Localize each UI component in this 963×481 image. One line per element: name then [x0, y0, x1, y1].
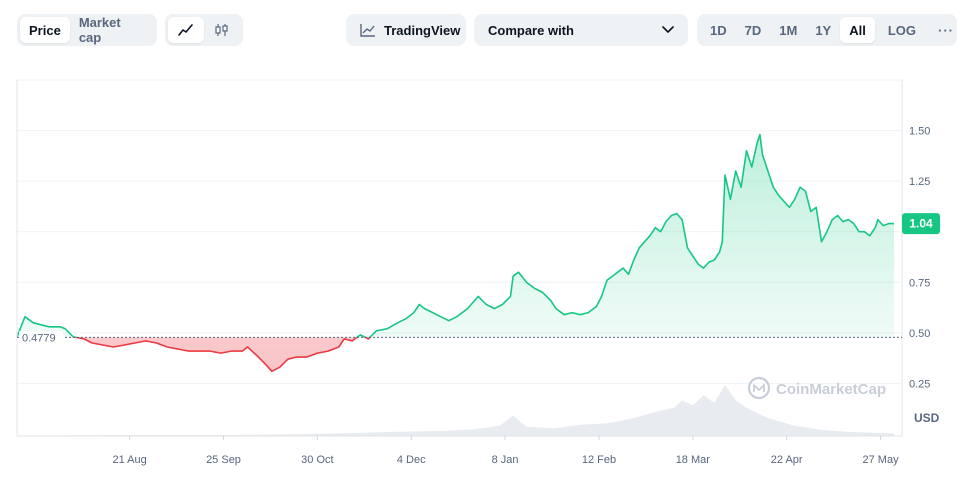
watermark-text: CoinMarketCap — [776, 381, 886, 398]
y-tick-label: 1.25 — [909, 176, 930, 188]
range-1m[interactable]: 1M — [779, 22, 798, 38]
y-tick-label: 0.75 — [909, 277, 930, 289]
volume-shape — [17, 385, 894, 436]
compare-with-label: Compare with — [488, 22, 574, 38]
x-tick-label: 8 Jan — [492, 454, 519, 466]
range-7d[interactable]: 7D — [744, 22, 762, 38]
x-tick-label: 18 Mar — [676, 454, 711, 466]
currency-label: USD — [914, 411, 940, 425]
current-price-badge: 1.04 — [902, 213, 940, 235]
price-area-down — [75, 337, 370, 372]
price-line — [16, 133, 894, 373]
baseline-label: 0.4779 — [22, 332, 56, 344]
price-area — [17, 134, 894, 372]
y-tick-label: 0.50 — [909, 328, 930, 340]
x-tick-label: 22 Apr — [771, 454, 803, 466]
x-tick-label: 30 Oct — [301, 454, 333, 466]
tradingview-button[interactable]: TradingView — [346, 14, 466, 46]
x-tick-label: 21 Aug — [113, 454, 147, 466]
baseline-label-bg — [19, 331, 63, 345]
range-selector: 1D 7D 1M 1Y All LOG ··· — [697, 14, 957, 46]
y-tick-label: 0.25 — [909, 378, 930, 390]
volume-area — [17, 385, 894, 436]
chevron-down-icon — [662, 26, 674, 33]
coinmarketcap-logo-icon — [747, 376, 771, 400]
line-chart-icon[interactable] — [168, 17, 204, 43]
tab-price[interactable]: Price — [20, 17, 70, 43]
x-tick-label: 27 May — [863, 454, 900, 466]
chart-type-toggle — [165, 14, 243, 46]
x-tick-label: 25 Sep — [206, 454, 241, 466]
tab-market-cap[interactable]: Market cap — [78, 15, 121, 45]
x-tick-label: 12 Feb — [582, 454, 616, 466]
compare-with-select[interactable]: Compare with — [474, 14, 688, 46]
baseline: 0.4779 — [17, 331, 902, 345]
range-all[interactable]: All — [840, 17, 875, 43]
y-tick-label: 1.50 — [909, 126, 930, 138]
coinmarketcap-watermark: CoinMarketCap — [747, 376, 886, 400]
price-line-down — [72, 337, 372, 373]
log-scale-toggle[interactable]: LOG — [887, 22, 917, 38]
view-toggle: Price Market cap — [17, 14, 157, 46]
price-line-up — [16, 133, 894, 338]
x-tick-label: 4 Dec — [397, 454, 426, 466]
candlestick-icon[interactable] — [204, 17, 240, 43]
chart-toolbar: Price Market cap TradingView Compare wit… — [0, 14, 963, 46]
range-1y[interactable]: 1Y — [815, 22, 832, 38]
more-options-icon[interactable]: ··· — [938, 22, 955, 38]
tradingview-icon — [360, 24, 375, 37]
tradingview-label: TradingView — [384, 22, 461, 38]
current-price-label: 1.04 — [909, 217, 933, 231]
range-1d[interactable]: 1D — [710, 22, 727, 38]
axes: 0.25 0.50 0.75 1.25 1.50 21 Aug 25 Sep 30 Oct 4 … — [16, 80, 930, 466]
price-area-up — [17, 134, 894, 338]
